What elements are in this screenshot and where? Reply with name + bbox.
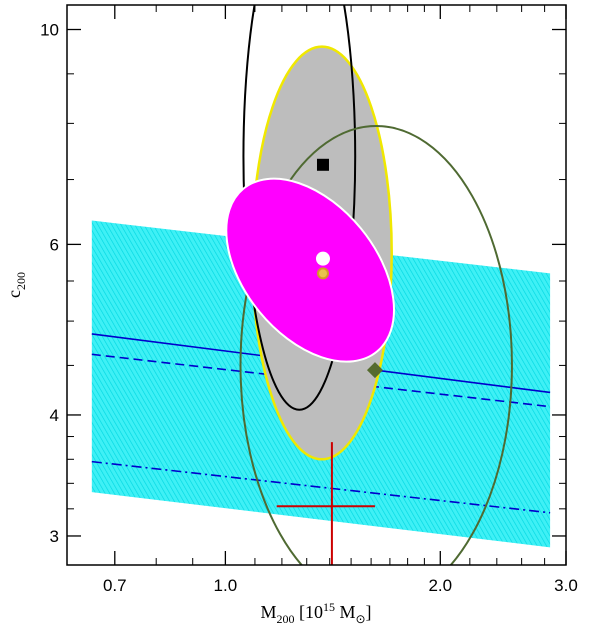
white-circle-marker: [315, 251, 330, 266]
x-tick-label: 0.7: [103, 576, 127, 595]
plot-frame: [66, 4, 567, 566]
tick-labels: 0.7 1.0 2.0 3.0 3 4 6 10: [40, 21, 578, 595]
y-tick-label: 10: [40, 21, 59, 40]
x-tick-label: 3.0: [554, 576, 578, 595]
square-marker: [316, 158, 329, 171]
magenta-ellipse: [225, 177, 396, 363]
x-tick-label: 1.0: [214, 576, 238, 595]
x-tick-label: 2.0: [428, 576, 452, 595]
axis-ticks: [66, 5, 567, 565]
plot-area: [91, 5, 551, 565]
black-contour: [242, 5, 357, 411]
y-axis-title: c200: [4, 272, 28, 298]
green-contour: [239, 125, 513, 565]
y-tick-label: 6: [50, 235, 59, 254]
yellow-circle-marker: [316, 267, 329, 280]
y-tick-label: 3: [50, 527, 59, 546]
diamond-marker: [366, 362, 383, 379]
x-axis-title: M200 [1015 M⊙]: [260, 600, 371, 626]
relation-line-dashdot: [91, 460, 551, 514]
y-tick-label: 4: [50, 406, 59, 425]
